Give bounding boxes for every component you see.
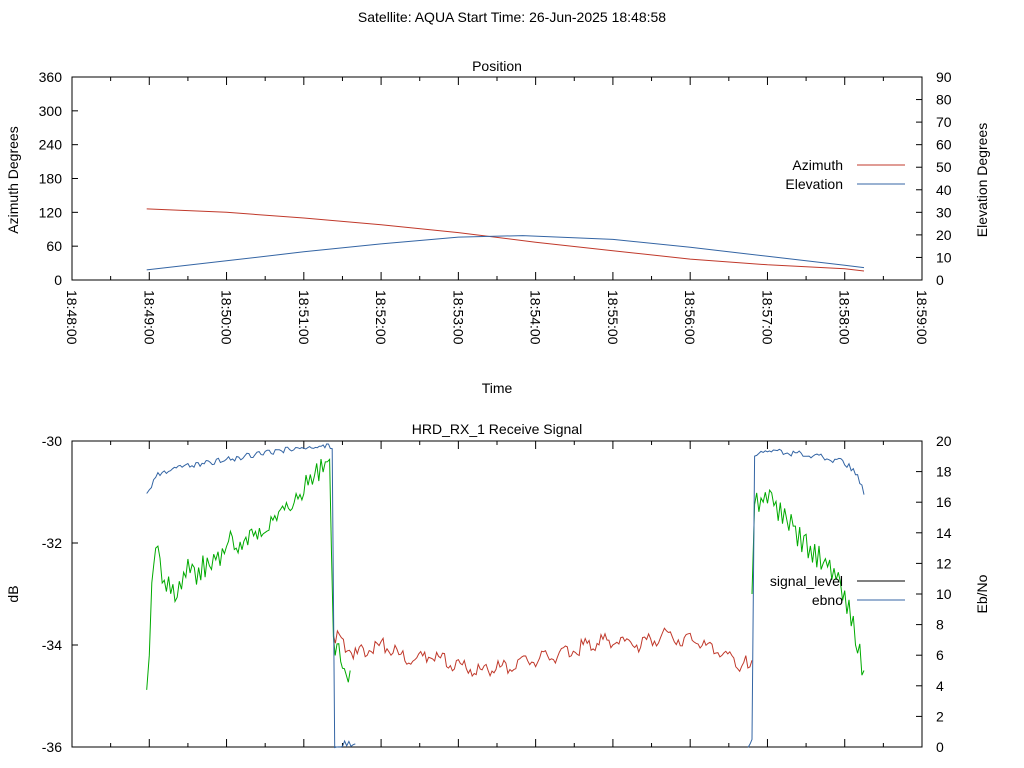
signal-series — [146, 443, 865, 749]
position-xtick-label: 18:57:00 — [759, 290, 775, 345]
position-xlabel: Time — [482, 380, 513, 396]
position-xtick-label: 18:51:00 — [296, 290, 312, 345]
position-ytick-label: 60 — [46, 238, 62, 254]
position-y2tick-label: 80 — [936, 92, 952, 108]
signal-y2tick-label: 20 — [936, 433, 952, 449]
position-title: Position — [472, 58, 522, 74]
signal-y2tick-label: 2 — [936, 708, 944, 724]
position-y2tick-label: 10 — [936, 249, 952, 265]
position-ytick-label: 180 — [39, 171, 63, 187]
signal-ytick-label: -34 — [42, 637, 62, 653]
signal-plot-frame — [71, 440, 923, 748]
signal-y2tick-label: 6 — [936, 647, 944, 663]
position-series-Elevation — [146, 235, 865, 271]
position-panel: Position 0 60 120 180 240 300 360 0 10 20 30 40 50 6… — [5, 58, 990, 396]
position-right-axis: 0 10 20 30 40 50 60 70 80 90 — [916, 69, 952, 288]
position-ytick-label: 360 — [39, 69, 63, 85]
signal-y2tick-label: 8 — [936, 617, 944, 633]
signal-legend-label: ebno — [812, 592, 843, 608]
position-series — [146, 208, 865, 272]
signal-y2tick-label: 10 — [936, 586, 952, 602]
position-y2tick-label: 90 — [936, 69, 952, 85]
signal-ytick-label: -32 — [42, 535, 62, 551]
signal-ylabel: dB — [5, 585, 21, 602]
position-xtick-label: 18:48:00 — [64, 290, 80, 345]
position-ytick-label: 240 — [39, 137, 63, 153]
position-xtick-label: 18:53:00 — [450, 290, 466, 345]
position-y2label: Elevation Degrees — [974, 123, 990, 237]
position-left-axis: 0 60 120 180 240 300 360 — [39, 69, 78, 288]
position-y2tick-label: 50 — [936, 159, 952, 175]
signal-y2label: Eb/No — [974, 574, 990, 613]
signal-left-axis: -36 -34 -32 -30 — [42, 433, 78, 755]
position-ytick-label: 120 — [39, 204, 63, 220]
signal-legend-label: signal_level — [770, 573, 843, 589]
position-xtick-label: 18:58:00 — [837, 290, 853, 345]
position-y2tick-label: 40 — [936, 182, 952, 198]
position-xtick-label: 18:52:00 — [373, 290, 389, 345]
signal-y2tick-label: 16 — [936, 494, 952, 510]
position-xtick-label: 18:55:00 — [605, 290, 621, 345]
position-x-axis: 18:48:00 18:49:00 18:50:00 18:51:00 18:52:00… — [64, 77, 930, 345]
signal-y2tick-label: 4 — [936, 678, 944, 694]
signal-series-ebno-end — [751, 488, 865, 676]
signal-x-axis — [71, 441, 923, 747]
signal-y2tick-label: 12 — [936, 555, 952, 571]
position-legend-label: Azimuth — [792, 157, 843, 173]
position-series-Azimuth — [146, 208, 865, 272]
position-ylabel: Azimuth Degrees — [5, 126, 21, 233]
position-y2tick-label: 20 — [936, 227, 952, 243]
signal-series-ebno-blue — [146, 443, 356, 749]
page-title: Satellite: AQUA Start Time: 26-Jun-2025 … — [358, 9, 666, 25]
position-xtick-label: 18:56:00 — [682, 290, 698, 345]
position-y2tick-label: 70 — [936, 114, 952, 130]
position-ytick-label: 0 — [54, 272, 62, 288]
signal-ytick-label: -36 — [42, 739, 62, 755]
signal-y2tick-label: 0 — [936, 739, 944, 755]
signal-title: HRD_RX_1 Receive Signal — [412, 421, 582, 437]
position-y2tick-label: 60 — [936, 137, 952, 153]
signal-y2tick-label: 14 — [936, 525, 952, 541]
signal-series-ebno-end-blue — [747, 448, 865, 748]
position-xtick-label: 18:49:00 — [141, 290, 157, 345]
position-y2tick-label: 30 — [936, 204, 952, 220]
position-y2tick-label: 0 — [936, 272, 944, 288]
signal-series-signal-level — [332, 627, 753, 678]
position-ytick-label: 300 — [39, 103, 63, 119]
signal-panel: HRD_RX_1 Receive Signal -36 -34 -32 -30 0 2 4… — [5, 421, 990, 755]
signal-ytick-label: -30 — [42, 433, 62, 449]
position-xtick-label: 18:50:00 — [219, 290, 235, 345]
signal-series-ebno — [146, 458, 351, 690]
position-xtick-label: 18:54:00 — [528, 290, 544, 345]
position-xtick-label: 18:59:00 — [914, 290, 930, 345]
position-legend-label: Elevation — [785, 176, 843, 192]
signal-y2tick-label: 18 — [936, 464, 952, 480]
position-legend: Azimuth Elevation — [785, 157, 905, 192]
signal-right-axis: 0 2 4 6 8 10 12 14 16 18 20 — [916, 433, 952, 755]
